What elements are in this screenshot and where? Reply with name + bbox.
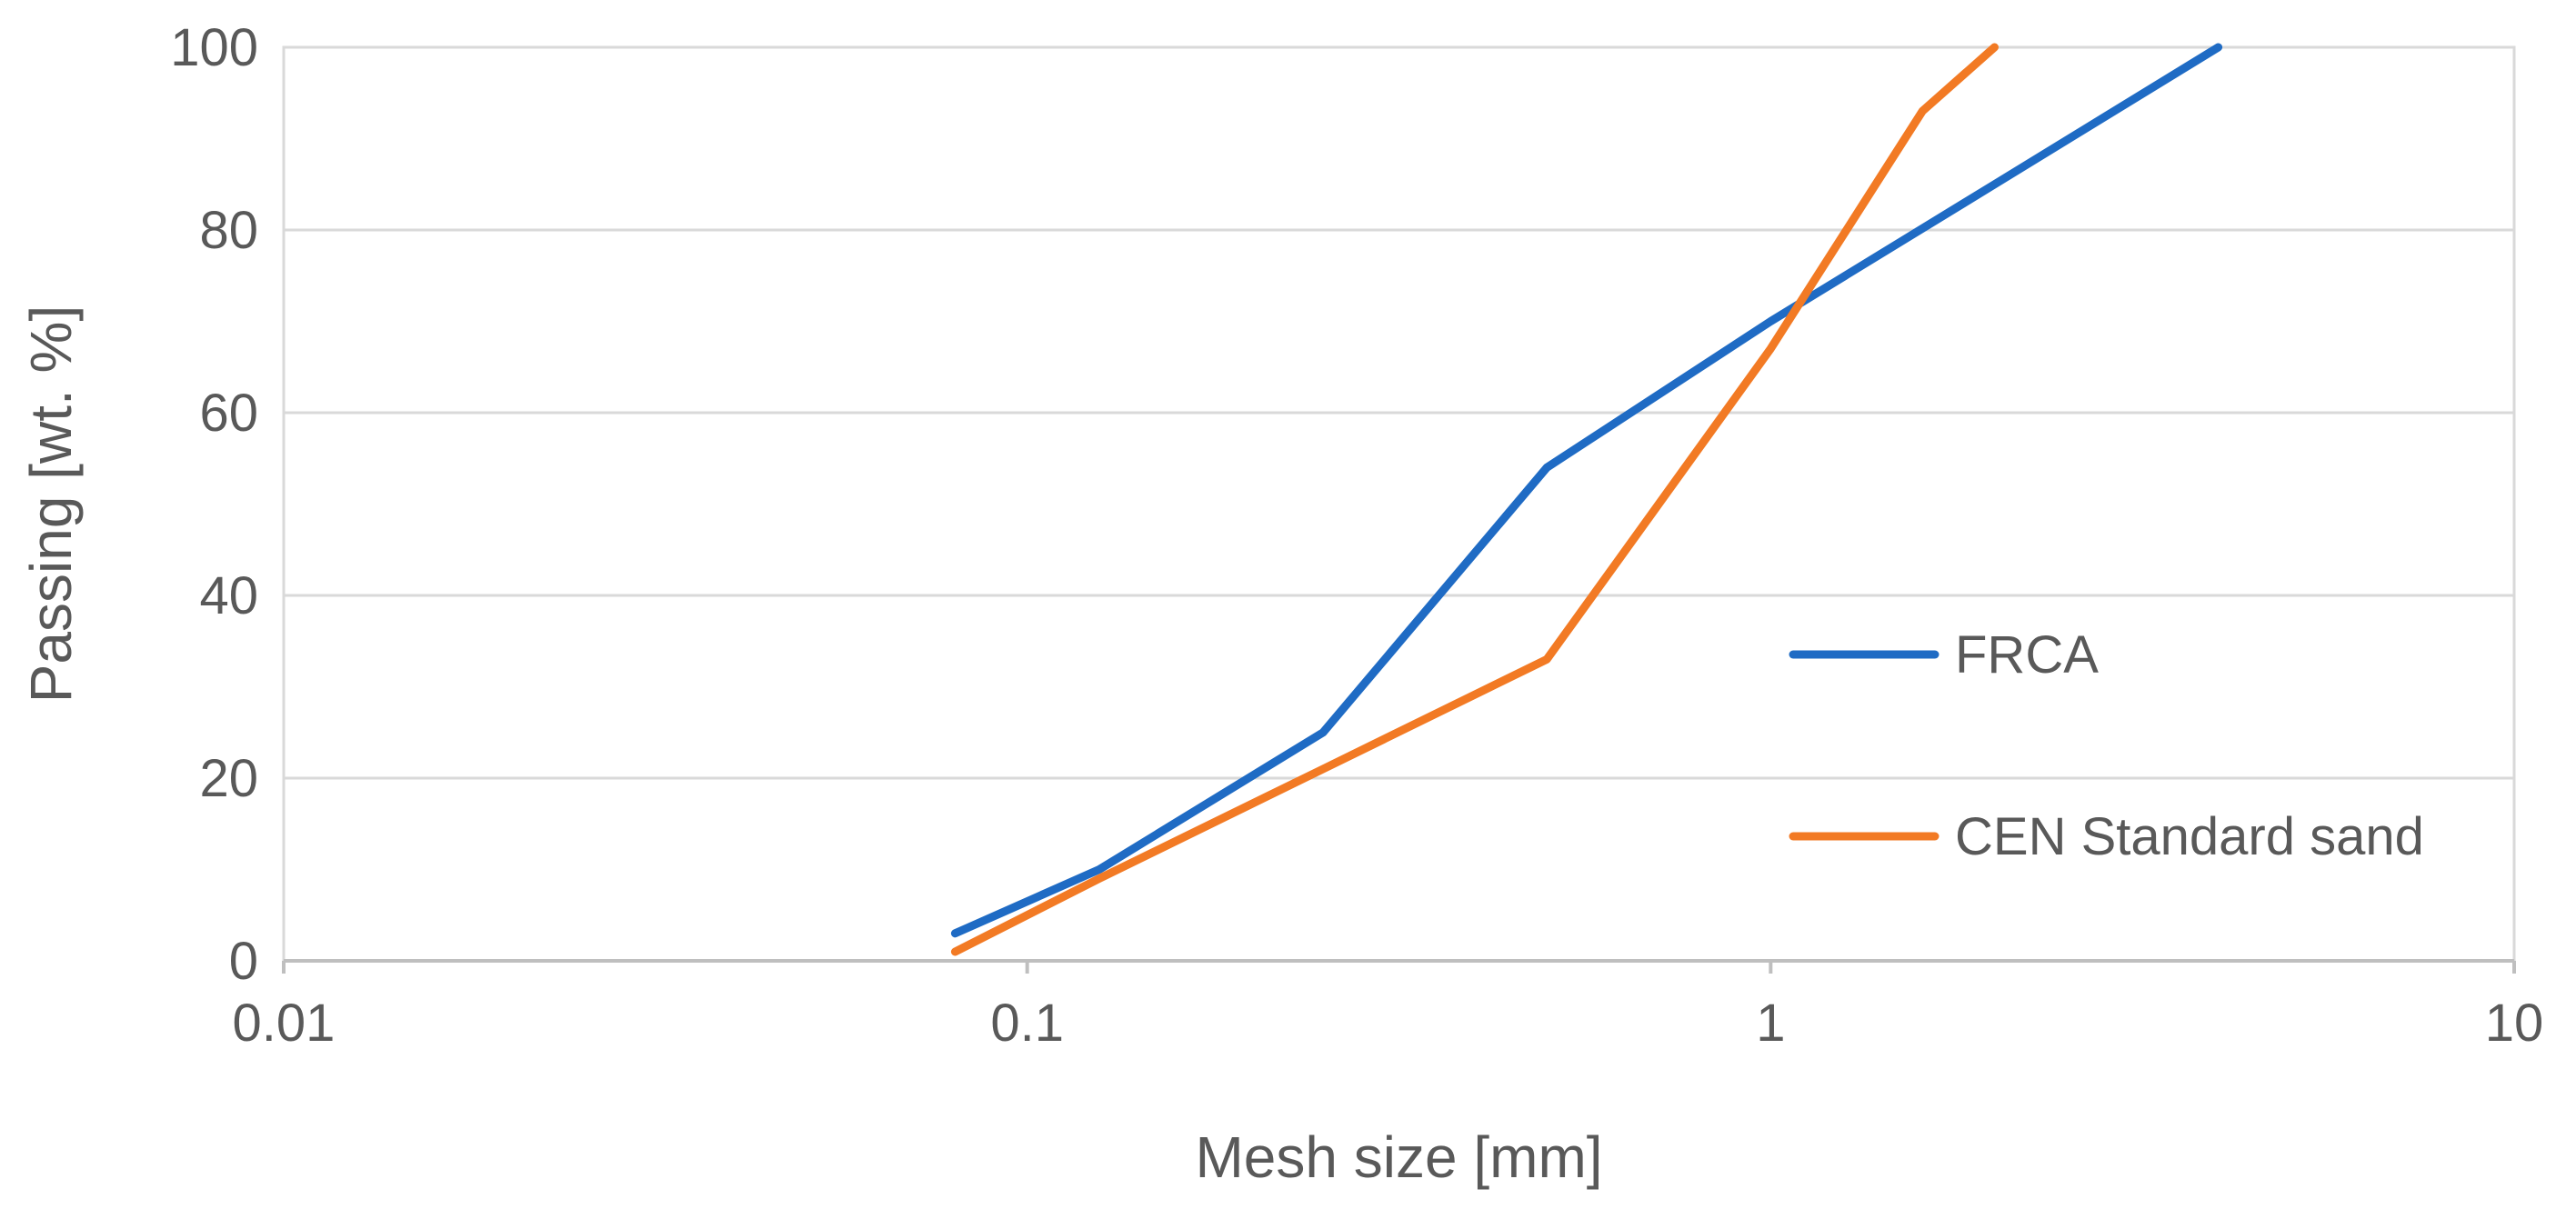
series-line-1 xyxy=(950,43,1999,956)
y-tick-label: 20 xyxy=(199,749,258,808)
y-axis-title: Passing [wt. %] xyxy=(18,305,84,704)
axes xyxy=(282,959,2516,974)
gridlines xyxy=(284,45,2514,780)
legend-label: FRCA xyxy=(1955,625,2099,684)
x-tick-label: 0.1 xyxy=(990,994,1064,1053)
x-tick-label: 0.01 xyxy=(233,994,336,1053)
legend-label: CEN Standard sand xyxy=(1955,807,2424,866)
series-layer xyxy=(950,43,2223,956)
x-axis-title: Mesh size [mm] xyxy=(1195,1124,1602,1190)
y-tick-label: 60 xyxy=(199,384,258,443)
y-tick-label: 100 xyxy=(170,18,258,77)
tick-labels: 0 20 40 60 80 100 0.01 0.1 1 10 xyxy=(170,18,2543,1053)
x-tick-label: 1 xyxy=(1756,994,1785,1053)
series-line-0 xyxy=(950,43,2223,938)
y-tick-label: 80 xyxy=(199,201,258,260)
y-tick-label: 0 xyxy=(229,932,258,991)
x-tick-label: 10 xyxy=(2485,994,2544,1053)
y-tick-label: 40 xyxy=(199,566,258,625)
legend: FRCA CEN Standard sand xyxy=(1789,625,2424,866)
